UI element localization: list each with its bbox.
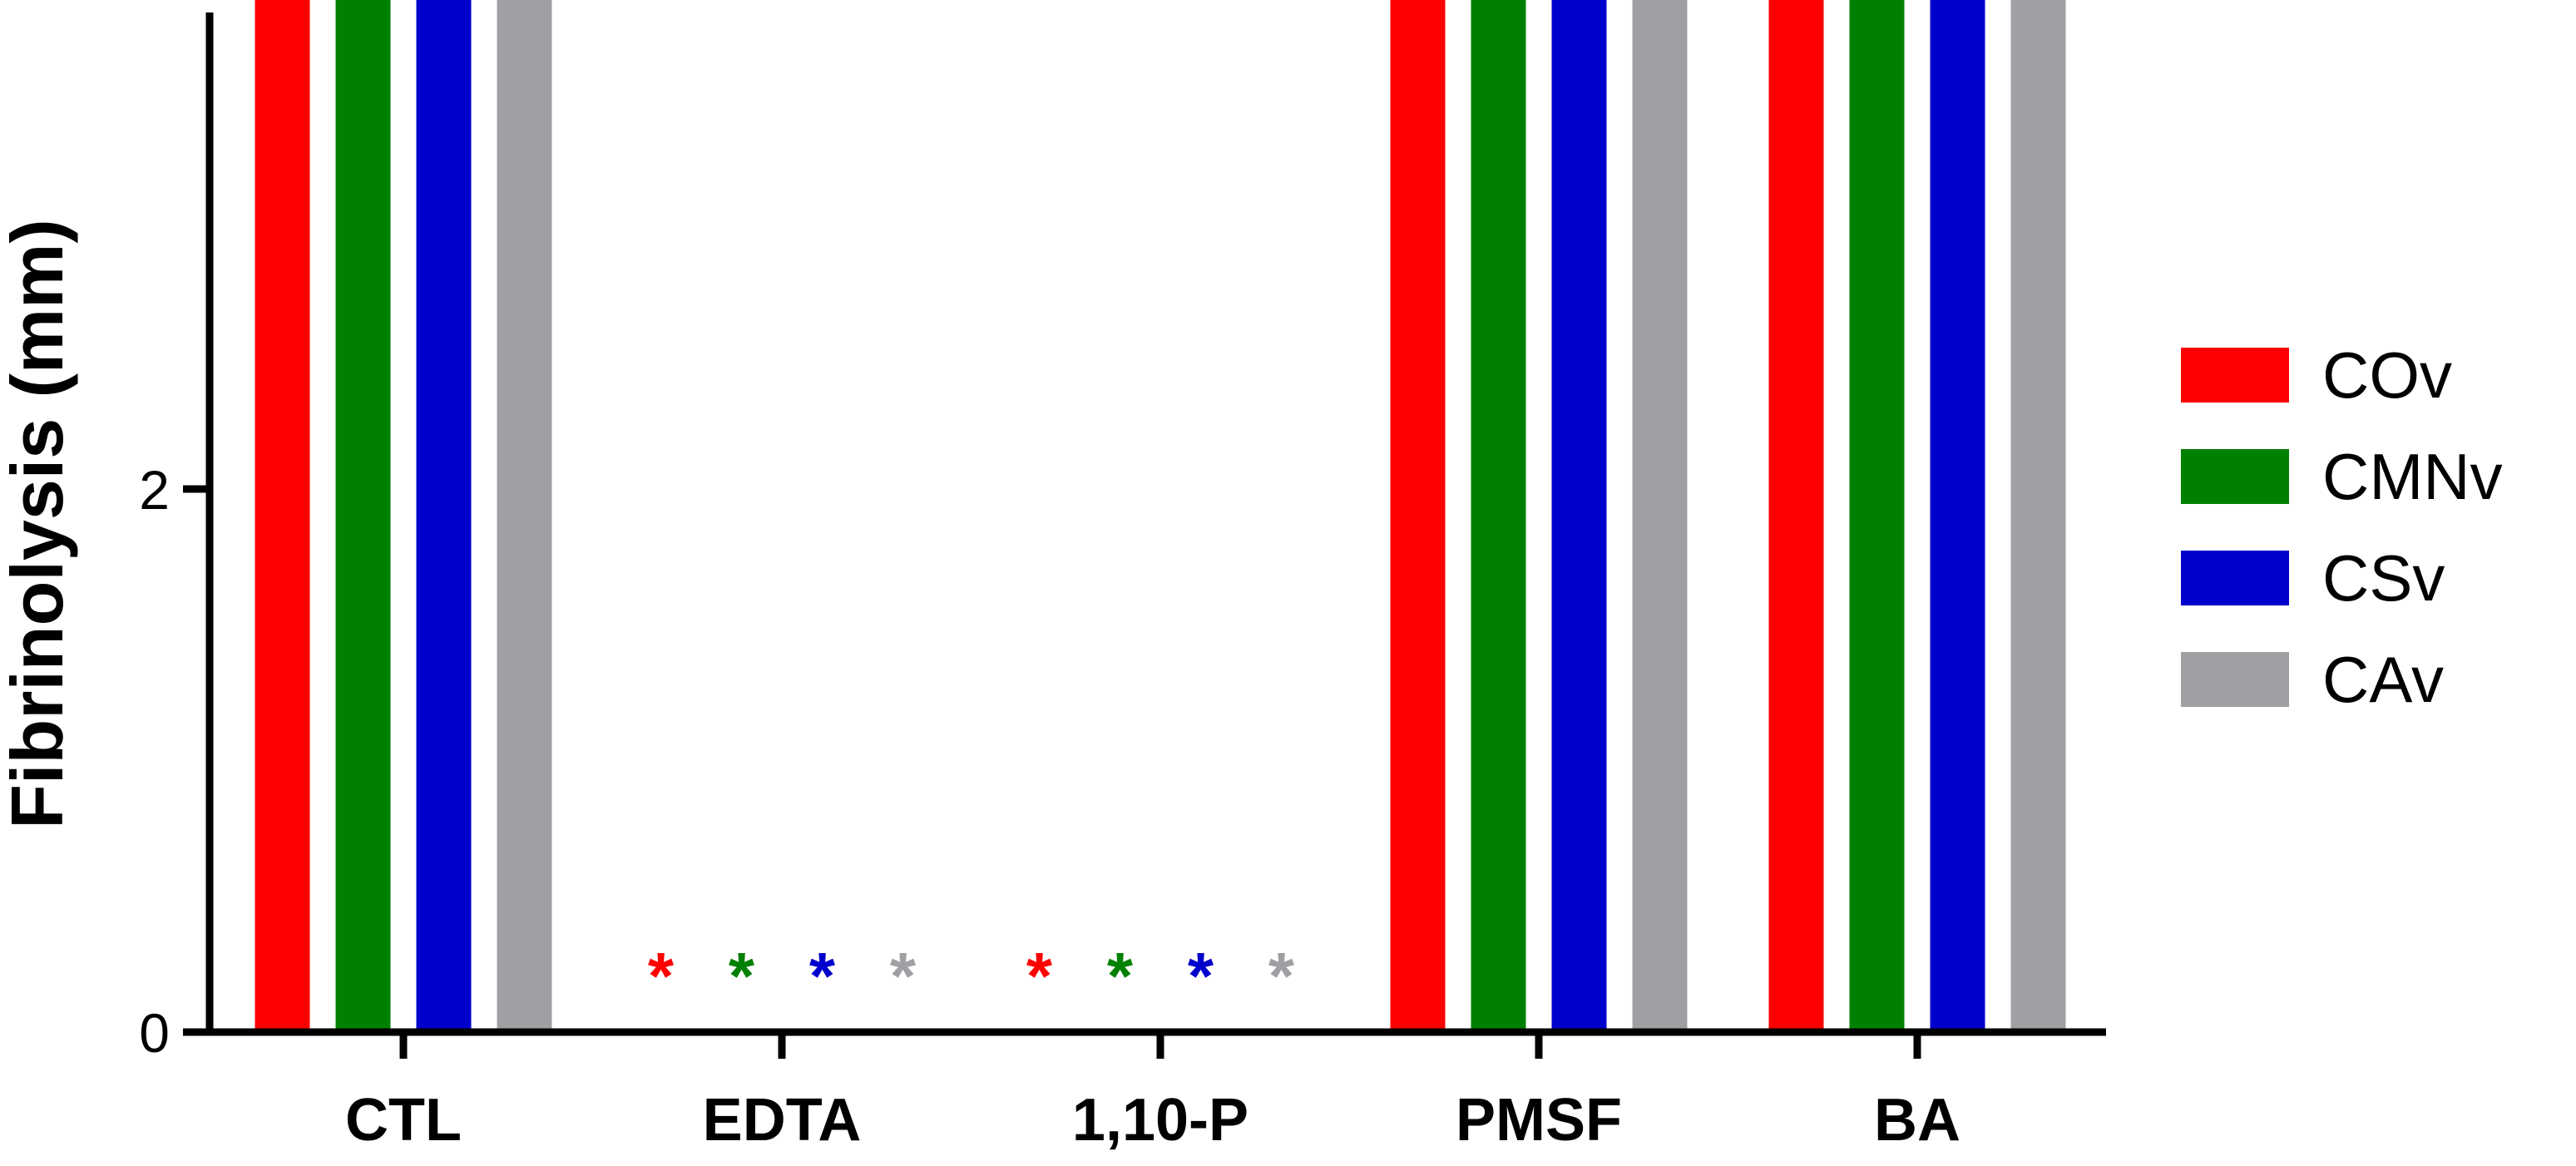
bar-CAv-CTL — [497, 0, 552, 1032]
legend-item-CMNv: CMNv — [2181, 440, 2503, 513]
significance-star-CAv-1,10-P: * — [1268, 939, 1295, 1013]
significance-star-CAv-EDTA: * — [890, 939, 917, 1013]
legend-swatch-COv — [2181, 348, 2289, 403]
legend-item-COv: COv — [2181, 338, 2452, 412]
y-tick-label-0: 0 — [139, 1002, 170, 1064]
bar-CAv-PMSF — [1632, 0, 1688, 1033]
x-category-label-1,10-P: 1,10-P — [1072, 1087, 1248, 1154]
legend-label-CSv: CSv — [2322, 541, 2445, 615]
legend-item-CSv: CSv — [2181, 541, 2445, 615]
legend-item-CAv: CAv — [2181, 643, 2444, 716]
significance-markers-layer: *********** — [648, 939, 1295, 1013]
bar-CMNv-CTL — [335, 0, 391, 1032]
legend-swatch-CAv — [2181, 652, 2289, 707]
legend-label-CMNv: CMNv — [2322, 440, 2503, 513]
bar-CAv-BA — [2010, 0, 2066, 1032]
bar-CMNv-BA — [1849, 0, 1905, 1033]
bar-CSv-BA — [1930, 0, 1985, 1032]
significance-star-CMNv-1,10-P: * — [1107, 939, 1134, 1013]
y-axis-title: Fibrinolysis (mm) — [0, 219, 78, 828]
y-tick-label-2: 2 — [139, 459, 170, 521]
significance-star-CSv-1,10-P: * — [1188, 939, 1214, 1013]
x-category-label-PMSF: PMSF — [1456, 1087, 1622, 1154]
legend: COv CMNv CSv CAv — [2181, 338, 2503, 716]
bar-COv-BA — [1768, 0, 1824, 1032]
legend-swatch-CMNv — [2181, 449, 2289, 504]
significance-star-CMNv-EDTA: * — [729, 939, 755, 1013]
bar-CSv-PMSF — [1551, 0, 1607, 1032]
significance-star-COv-1,10-P: * — [1026, 939, 1053, 1013]
bar-COv-PMSF — [1390, 0, 1446, 1032]
bar-CSv-CTL — [416, 0, 472, 1033]
significance-star-CSv-EDTA: * — [809, 939, 836, 1013]
legend-swatch-CSv — [2181, 551, 2289, 605]
x-category-label-EDTA: EDTA — [703, 1087, 862, 1154]
x-category-label-BA: BA — [1874, 1087, 1960, 1154]
legend-label-COv: COv — [2322, 338, 2452, 412]
x-category-label-CTL: CTL — [345, 1087, 462, 1154]
bar-CMNv-PMSF — [1471, 0, 1526, 1032]
legend-label-CAv: CAv — [2322, 643, 2444, 716]
bars-layer — [255, 0, 2066, 1033]
significance-star-COv-EDTA: * — [648, 939, 675, 1013]
bar-COv-CTL — [255, 0, 310, 1032]
